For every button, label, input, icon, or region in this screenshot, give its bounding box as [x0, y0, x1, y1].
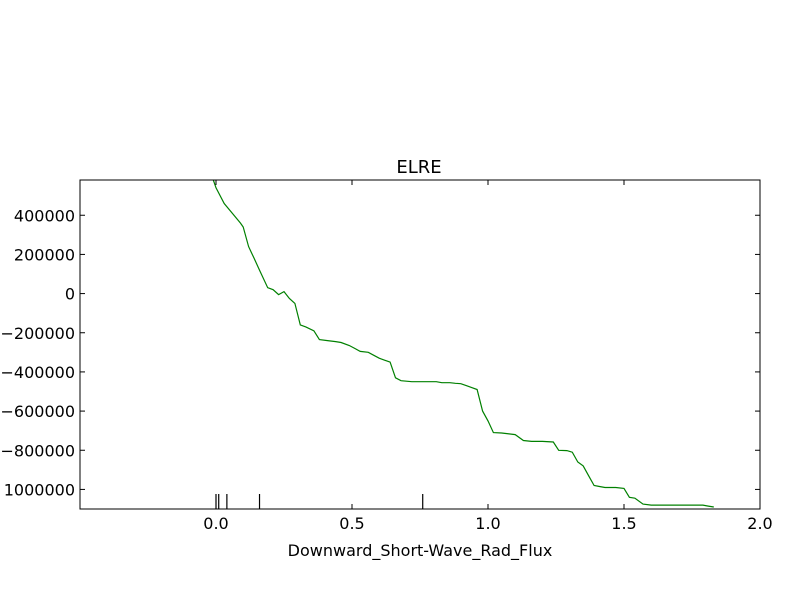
x-tick-label: 2.0 [747, 514, 772, 533]
x-tick-label: 0.5 [339, 514, 364, 533]
y-tick-label: 0 [65, 285, 75, 304]
plot-frame [79, 179, 761, 510]
y-tick-label: −800000 [1, 441, 75, 460]
x-axis-label: Downward_Short-Wave_Rad_Flux [288, 541, 553, 561]
data-layer [212, 179, 714, 508]
y-tick-label: −600000 [1, 402, 75, 421]
y-tick-label: 200000 [14, 245, 75, 264]
y-tick-label: −200000 [1, 324, 75, 343]
x-tick-label: 1.0 [475, 514, 500, 533]
y-tick-label: −400000 [1, 363, 75, 382]
y-axis-ticks: 400000 200000 0 −200000 −400000 −600000 −80000… [1, 206, 760, 499]
series-line-0 [212, 179, 714, 508]
chart-title: ELRE [396, 157, 441, 178]
plot-area: 0.0 0.5 1.0 1.5 2.0 400000 200000 0 −200000 −400… [1, 179, 773, 533]
y-tick-label: 1000000 [4, 480, 75, 499]
x-axis-ticks: 0.0 0.5 1.0 1.5 2.0 [203, 180, 773, 533]
y-tick-label: 400000 [14, 206, 75, 225]
plot-background [80, 180, 760, 509]
x-tick-label: 1.5 [611, 514, 636, 533]
x-tick-label: 0.0 [203, 514, 228, 533]
